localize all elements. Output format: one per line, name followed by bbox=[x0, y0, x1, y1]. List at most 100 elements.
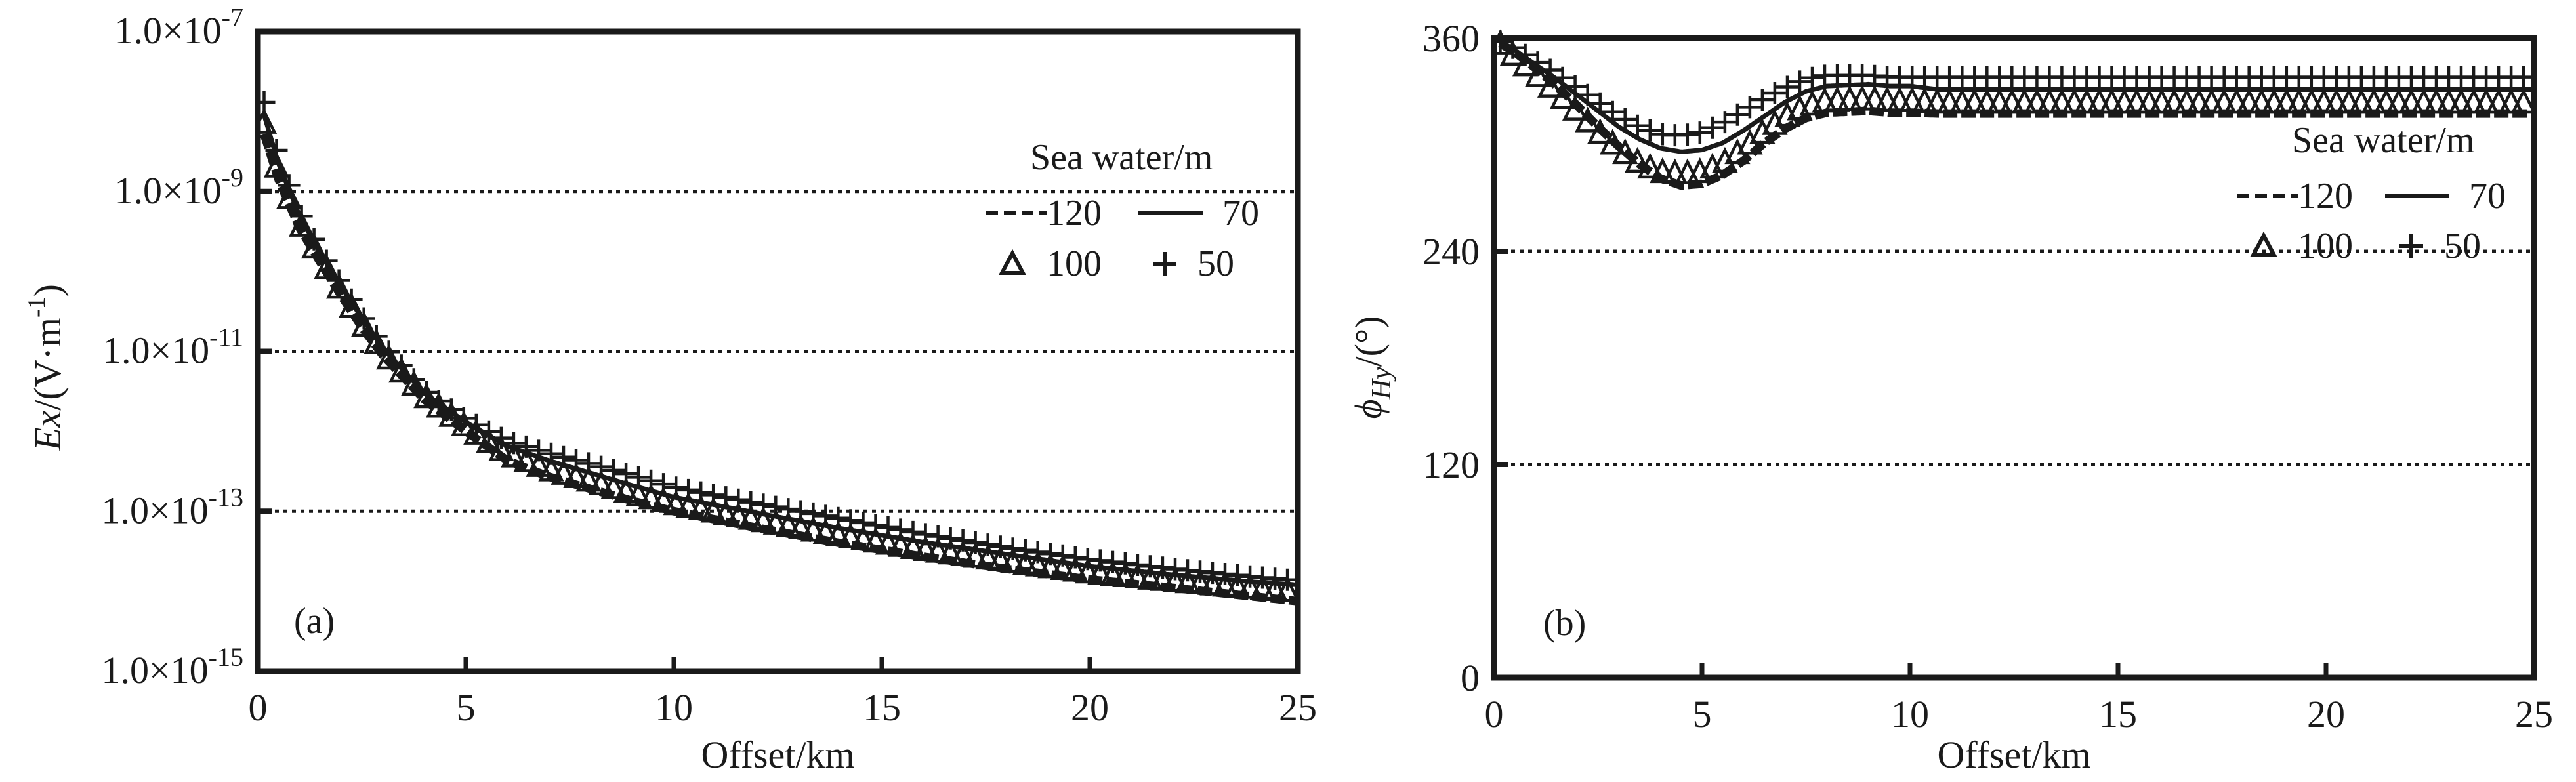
plus-marker bbox=[1751, 89, 1774, 111]
triangle-marker bbox=[2123, 87, 2150, 114]
triangle-marker bbox=[2249, 87, 2275, 114]
series-100m bbox=[1494, 29, 2534, 184]
triangle-marker bbox=[2261, 87, 2287, 114]
triangle-marker bbox=[1974, 87, 2000, 114]
y-tick-label-base: 1.0×10 bbox=[102, 329, 209, 372]
triangle-marker bbox=[625, 480, 652, 506]
triangle-marker bbox=[2373, 87, 2399, 114]
triangle-marker bbox=[376, 343, 402, 370]
x-tick-label: 20 bbox=[1071, 686, 1109, 729]
triangle-marker bbox=[987, 545, 1014, 571]
plus-marker bbox=[390, 354, 413, 377]
y-tick-label-exponent: -11 bbox=[209, 323, 243, 352]
legend-item-100m: 100 bbox=[2250, 226, 2353, 266]
triangle-marker bbox=[2323, 87, 2350, 114]
plus-marker bbox=[340, 288, 363, 311]
plus-marker bbox=[1638, 119, 1661, 142]
plus-marker bbox=[377, 340, 400, 363]
legend-plus-icon bbox=[2399, 234, 2423, 258]
triangle-marker bbox=[862, 526, 889, 553]
triangle-marker bbox=[750, 506, 776, 533]
plus-marker bbox=[1051, 544, 1074, 567]
plus-marker bbox=[702, 484, 725, 506]
plus-marker bbox=[1801, 66, 1823, 89]
plus-marker bbox=[914, 523, 937, 546]
legend-title: Sea water/m bbox=[2292, 120, 2474, 161]
plus-marker bbox=[677, 478, 700, 501]
triangle-marker bbox=[1137, 564, 1163, 590]
plus-marker bbox=[427, 390, 450, 413]
triangle-marker bbox=[538, 455, 564, 482]
legend-item-50m: 50 bbox=[2399, 226, 2481, 266]
legend-item-70m: 70 bbox=[2385, 176, 2506, 216]
plus-marker bbox=[1713, 111, 1736, 134]
plus-marker bbox=[627, 466, 650, 489]
y-tick-label: 1.0×10-15 bbox=[101, 642, 243, 691]
triangle-marker bbox=[713, 499, 739, 525]
triangle-marker bbox=[1600, 129, 1626, 155]
triangle-marker bbox=[850, 524, 877, 551]
triangle-marker bbox=[1512, 51, 1539, 77]
plus-marker bbox=[1738, 96, 1761, 119]
plus-marker bbox=[258, 91, 276, 113]
triangle-marker bbox=[937, 538, 964, 565]
x-tick-label: 10 bbox=[655, 686, 693, 729]
y-tick-label: 120 bbox=[1423, 443, 1480, 486]
triangle-marker bbox=[563, 462, 589, 489]
plus-marker bbox=[1551, 66, 1574, 89]
plus-marker bbox=[1514, 43, 1537, 66]
triangle-marker bbox=[1549, 83, 1576, 109]
triangle-marker bbox=[301, 232, 327, 259]
plus-marker bbox=[690, 481, 713, 504]
triangle-marker bbox=[975, 543, 1001, 570]
y-axis-title: Ex/(V·m-1) bbox=[23, 284, 69, 451]
triangle-marker bbox=[875, 529, 902, 555]
plus-marker bbox=[415, 381, 438, 403]
plus-marker bbox=[278, 174, 301, 197]
triangle-marker bbox=[1199, 569, 1226, 596]
plus-marker bbox=[1726, 103, 1749, 126]
triangle-marker bbox=[812, 518, 839, 545]
plus-marker bbox=[540, 442, 562, 465]
legend-label: 70 bbox=[1222, 193, 1259, 234]
plus-marker bbox=[864, 514, 887, 537]
triangle-marker bbox=[1749, 118, 1776, 144]
plus-marker bbox=[640, 469, 663, 492]
y-axis-title-superscript: -1 bbox=[23, 297, 51, 318]
y-tick-label: 1.0×10-13 bbox=[101, 482, 243, 531]
triangle-marker bbox=[263, 152, 290, 178]
legend-label: 120 bbox=[2298, 176, 2353, 216]
triangle-marker bbox=[1625, 146, 1651, 173]
plus-marker bbox=[552, 445, 575, 468]
triangle-marker bbox=[1524, 61, 1551, 87]
triangle-marker bbox=[2423, 87, 2449, 114]
plus-marker bbox=[1039, 543, 1062, 566]
triangle-marker bbox=[663, 489, 689, 516]
triangle-marker bbox=[1824, 85, 1850, 112]
plus-marker bbox=[1626, 114, 1649, 137]
triangle-marker bbox=[1849, 84, 1875, 111]
plus-marker bbox=[514, 435, 537, 458]
x-tick-label: 5 bbox=[457, 686, 476, 729]
triangle-marker bbox=[488, 435, 514, 461]
plus-marker bbox=[739, 491, 762, 514]
triangle-marker bbox=[1262, 575, 1288, 601]
triangle-marker bbox=[1249, 574, 1276, 600]
triangle-marker bbox=[2348, 87, 2375, 114]
y-tick-label-exponent: -15 bbox=[209, 642, 243, 672]
y-tick-label: 1.0×10-9 bbox=[114, 163, 243, 212]
triangle-marker bbox=[351, 310, 377, 337]
triangle-marker bbox=[1537, 72, 1564, 98]
plus-marker bbox=[615, 463, 638, 485]
triangle-marker bbox=[1237, 573, 1263, 599]
plus-marker bbox=[752, 493, 775, 516]
triangle-marker bbox=[2136, 87, 2163, 114]
triangle-marker bbox=[2398, 87, 2424, 114]
triangle-marker bbox=[288, 211, 315, 237]
legend-label: 50 bbox=[1197, 243, 1234, 284]
y-axis-title-unit: /(V·m bbox=[26, 318, 69, 411]
plus-marker bbox=[1576, 83, 1599, 106]
triangle-marker bbox=[2211, 87, 2237, 114]
plus-marker bbox=[789, 500, 812, 523]
